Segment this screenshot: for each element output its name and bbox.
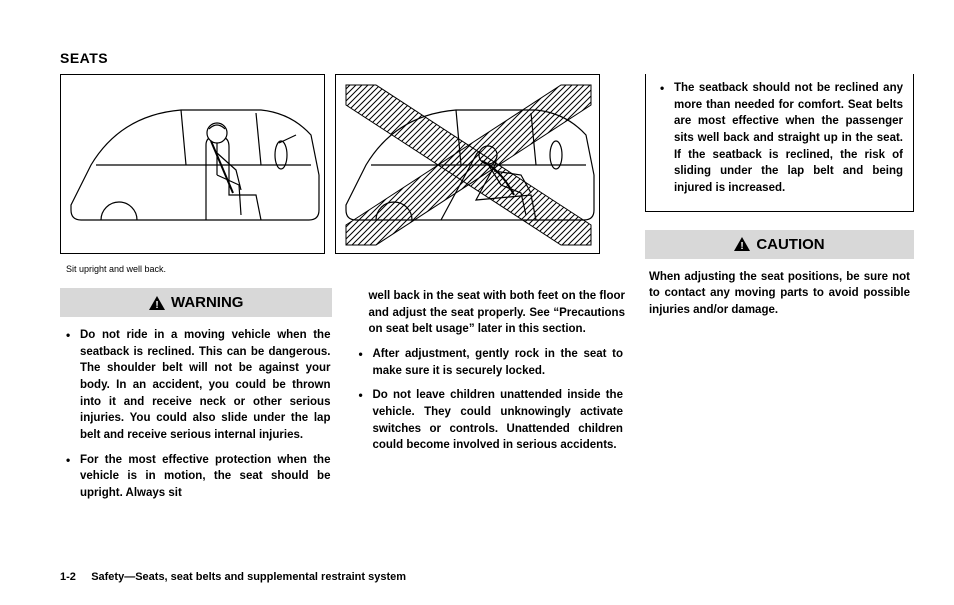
- section-title: SEATS: [60, 50, 914, 66]
- illustration-correct: [60, 74, 325, 254]
- caution-text: When adjusting the seat positions, be su…: [645, 269, 914, 319]
- content-columns: Sit upright and well back. ! WARNING Do …: [60, 74, 914, 510]
- column-1: ! WARNING Do not ride in a moving vehicl…: [60, 288, 332, 510]
- col3-top-box: The seatback should not be reclined any …: [645, 74, 914, 212]
- caution-label: CAUTION: [756, 236, 824, 253]
- list-item: After adjustment, gently rock in the sea…: [356, 346, 622, 379]
- illustration-row: [60, 74, 625, 254]
- page-footer: 1-2 Safety—Seats, seat belts and supplem…: [60, 571, 406, 583]
- illustration-caption: Sit upright and well back.: [66, 264, 625, 274]
- warning-banner: ! WARNING: [60, 288, 332, 317]
- svg-text:!: !: [741, 241, 744, 251]
- warning-label: WARNING: [171, 294, 244, 311]
- list-item: For the most effective protection when t…: [64, 452, 330, 502]
- page-number: 1-2: [60, 571, 76, 583]
- column-2: well back in the seat with both feet on …: [352, 288, 624, 510]
- list-item: Do not ride in a moving vehicle when the…: [64, 327, 330, 444]
- continued-text: well back in the seat with both feet on …: [352, 288, 624, 338]
- svg-text:!: !: [155, 300, 158, 310]
- warning-list-col2: After adjustment, gently rock in the sea…: [352, 346, 624, 454]
- illustration-wrong: [335, 74, 600, 254]
- list-item: The seatback should not be reclined any …: [658, 80, 903, 197]
- footer-text: Safety—Seats, seat belts and supplementa…: [91, 571, 406, 583]
- warning-list-col1: Do not ride in a moving vehicle when the…: [60, 327, 332, 502]
- column-3: The seatback should not be reclined any …: [645, 74, 914, 510]
- warning-icon: !: [149, 296, 165, 310]
- caution-banner: ! CAUTION: [645, 230, 914, 259]
- caution-icon: !: [734, 237, 750, 251]
- list-item: Do not leave children unattended inside …: [356, 387, 622, 454]
